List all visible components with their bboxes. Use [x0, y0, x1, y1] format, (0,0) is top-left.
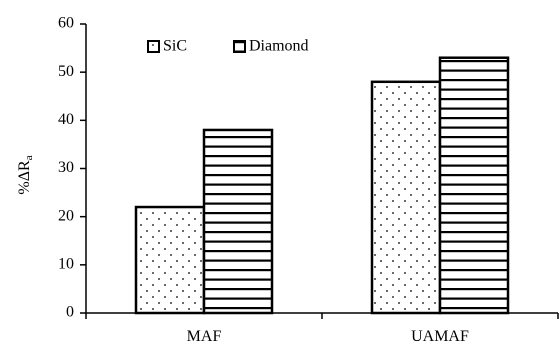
x-ticks: MAF UAMAF — [85, 313, 559, 345]
y-tick-label: 50 — [58, 63, 74, 80]
bars — [134, 56, 510, 315]
legend-label-sic: SiC — [163, 38, 187, 55]
y-axis: 0 10 20 30 40 50 60 — [58, 15, 87, 321]
y-axis-title-main: %ΔR — [16, 160, 33, 195]
bar-sic-maf — [134, 205, 206, 315]
bar-sic-uamaf — [370, 80, 442, 315]
bar-diamond-uamaf — [438, 56, 510, 315]
y-tick-label: 30 — [58, 159, 74, 176]
y-tick-label: 40 — [58, 111, 74, 128]
legend-swatch-diamond — [233, 40, 246, 53]
y-tick-label: 0 — [66, 304, 74, 321]
x-axis: MAF UAMAF — [85, 312, 559, 345]
x-tick-label: UAMAF — [411, 328, 469, 345]
y-tick-label: 10 — [58, 256, 74, 273]
y-axis-title-subscript: a — [23, 155, 35, 160]
y-axis-title: %ΔRa — [16, 155, 35, 194]
legend-swatch-sic — [147, 40, 160, 53]
legend-label-diamond: Diamond — [249, 38, 309, 55]
x-tick-label: MAF — [187, 328, 222, 345]
y-tick-label: 60 — [58, 15, 74, 32]
y-tick-label: 20 — [58, 207, 74, 224]
legend: SiC Diamond — [147, 38, 309, 55]
y-ticks: 0 10 20 30 40 50 60 — [58, 15, 86, 321]
bar-diamond-maf — [202, 128, 274, 315]
